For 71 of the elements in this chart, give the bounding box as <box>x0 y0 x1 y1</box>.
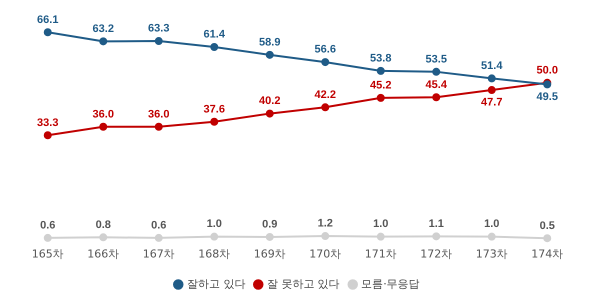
point <box>154 234 163 242</box>
x-tick-label: 173차 <box>476 247 508 260</box>
legend-label: 모름·무응답 <box>361 277 420 290</box>
point <box>266 110 274 118</box>
data-label: 51.4 <box>481 60 504 72</box>
data-label: 61.4 <box>204 28 226 41</box>
data-label: 36.0 <box>148 108 170 120</box>
data-label: 45.2 <box>370 79 392 92</box>
x-tick-label: 169차 <box>254 247 286 260</box>
data-label: 49.5 <box>536 90 558 103</box>
point <box>376 94 385 102</box>
point <box>432 93 440 102</box>
point <box>321 103 330 112</box>
point <box>44 234 52 242</box>
data-label: 1.2 <box>318 218 333 230</box>
data-label: 0.8 <box>96 218 111 231</box>
data-label: 36.0 <box>92 108 114 120</box>
point <box>543 234 552 242</box>
legend-label: 잘 못하고 있다 <box>266 277 340 290</box>
point <box>321 58 330 66</box>
point <box>154 37 163 46</box>
x-tick-label: 170차 <box>309 247 342 260</box>
data-label: 0.6 <box>151 219 166 232</box>
data-label: 58.9 <box>259 36 280 48</box>
x-tick-label: 172차 <box>420 247 452 260</box>
data-label: 50.0 <box>536 64 558 76</box>
data-label: 63.3 <box>148 22 170 35</box>
point <box>154 122 163 131</box>
data-label: 0.6 <box>40 219 56 232</box>
point <box>488 86 496 94</box>
point <box>266 50 274 59</box>
point <box>99 122 108 131</box>
data-label: 1.0 <box>206 218 222 230</box>
data-label: 0.9 <box>262 218 278 231</box>
data-label: 37.6 <box>204 103 225 116</box>
point <box>210 118 218 126</box>
legend-label: 잘하고 있다 <box>186 277 246 290</box>
data-label: 47.7 <box>481 96 502 109</box>
data-label: 53.8 <box>370 52 392 64</box>
x-tick-label: 166차 <box>87 247 120 260</box>
x-tick-label: 174차 <box>531 247 564 260</box>
point <box>376 66 385 75</box>
data-label: 1.1 <box>428 218 444 230</box>
point <box>488 232 496 241</box>
x-tick-label: 165차 <box>32 247 64 260</box>
point <box>376 232 385 241</box>
data-label: 56.6 <box>314 44 336 56</box>
data-label: 0.5 <box>540 220 555 232</box>
point <box>266 232 274 241</box>
data-label: 53.5 <box>426 53 447 66</box>
data-label: 1.0 <box>373 218 388 230</box>
x-tick-label: 167차 <box>142 247 175 260</box>
data-label: 66.1 <box>37 14 58 26</box>
point <box>210 232 218 241</box>
point <box>44 131 52 140</box>
data-label: 42.2 <box>314 88 336 101</box>
point <box>432 68 440 76</box>
x-tick-label: 171차 <box>364 247 397 260</box>
data-label: 63.2 <box>92 22 114 35</box>
point <box>99 233 108 242</box>
point <box>210 43 218 52</box>
data-label: 40.2 <box>259 95 280 108</box>
point <box>44 28 52 36</box>
data-label: 45.4 <box>426 78 448 91</box>
x-tick-label: 168차 <box>198 247 230 260</box>
data-label: 1.0 <box>484 218 500 230</box>
data-label: 33.3 <box>37 116 58 129</box>
point <box>432 232 440 240</box>
point <box>488 74 496 82</box>
point <box>99 37 108 46</box>
point <box>321 232 330 240</box>
